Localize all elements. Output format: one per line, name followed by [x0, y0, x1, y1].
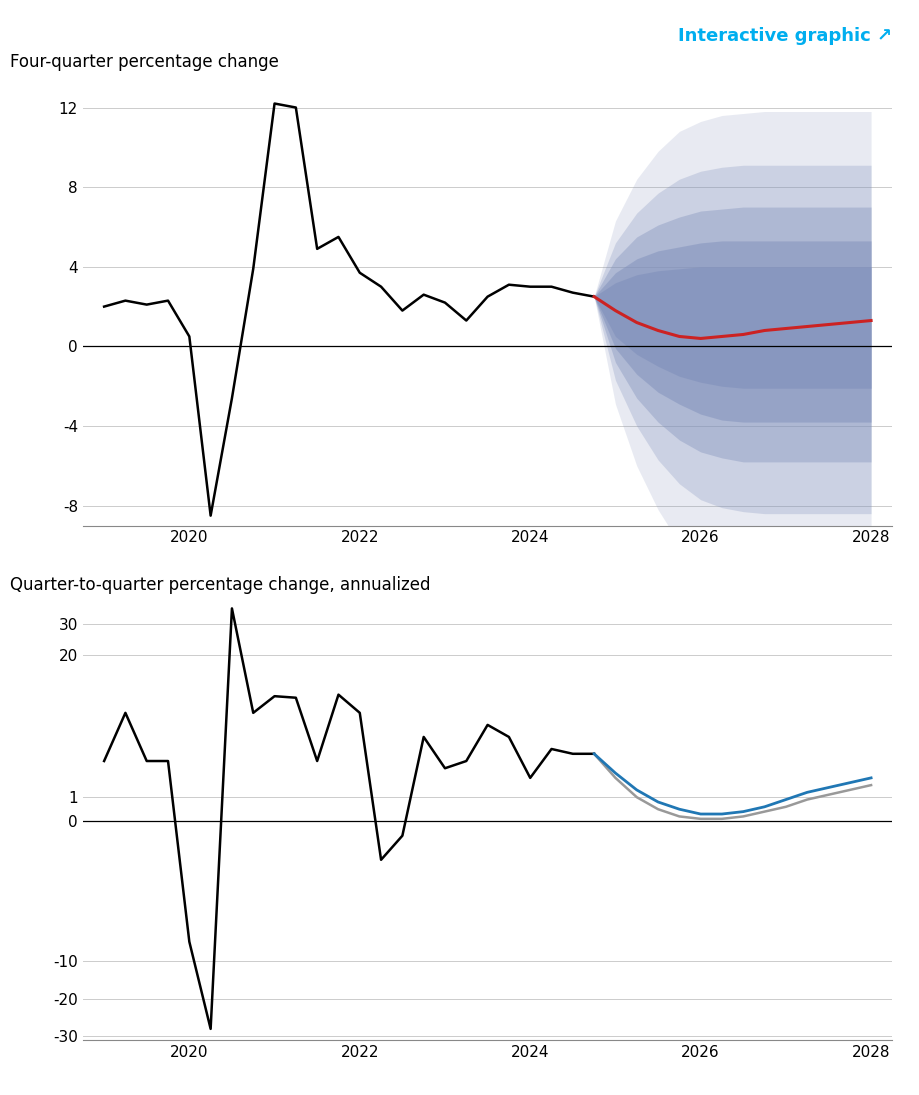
Text: Interactive graphic ↗: Interactive graphic ↗: [677, 27, 891, 45]
Text: Four-quarter percentage change: Four-quarter percentage change: [10, 53, 278, 70]
Text: Quarter-to-quarter percentage change, annualized: Quarter-to-quarter percentage change, an…: [10, 576, 430, 593]
